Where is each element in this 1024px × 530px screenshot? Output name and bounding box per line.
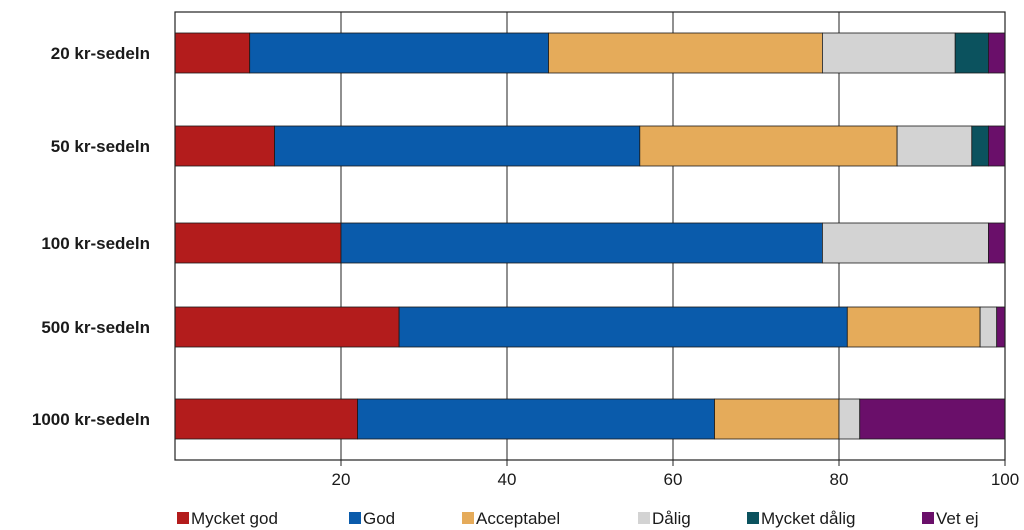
x-tick-label: 20 (332, 470, 351, 489)
category-label: 500 kr-sedeln (41, 318, 150, 337)
category-label: 50 kr-sedeln (51, 137, 150, 156)
bar-group (174, 306, 1006, 348)
plot-frame (174, 11, 1006, 461)
bars-layer (174, 32, 1006, 440)
legend-item: Mycket dålig (747, 509, 855, 528)
legend-swatch (349, 512, 361, 524)
x-tick-label: 80 (830, 470, 849, 489)
bar-group (174, 398, 1006, 440)
bar-segment (979, 306, 998, 348)
bar-segment (714, 398, 840, 440)
x-tick-label: 40 (498, 470, 517, 489)
bar-segment (174, 398, 359, 440)
legend: Mycket god God Acceptabel Dålig Mycket dålig… (177, 509, 979, 528)
bar-segment (988, 222, 1006, 264)
legend-swatch (922, 512, 934, 524)
bar-segment (357, 398, 715, 440)
legend-item: Dålig (638, 509, 691, 528)
legend-label: Mycket god (191, 509, 278, 528)
category-label: 100 kr-sedeln (41, 234, 150, 253)
bar-segment (859, 398, 1006, 440)
bar-group (174, 32, 1006, 74)
bar-segment (398, 306, 848, 348)
legend-label: God (363, 509, 395, 528)
bar-segment (548, 32, 823, 74)
x-tick-label: 60 (664, 470, 683, 489)
category-labels: 20 kr-sedeln 50 kr-sedeln 100 kr-sedeln 500… (32, 44, 150, 429)
legend-swatch (638, 512, 650, 524)
legend-item: God (349, 509, 395, 528)
bar-segment (822, 32, 956, 74)
bar-segment (639, 125, 898, 167)
bar-group (174, 125, 1006, 167)
legend-label: Acceptabel (476, 509, 560, 528)
bar-segment (822, 222, 989, 264)
legend-swatch (177, 512, 189, 524)
legend-item: Mycket god (177, 509, 278, 528)
legend-item: Acceptabel (462, 509, 560, 528)
bar-segment (896, 125, 973, 167)
bar-segment (174, 125, 275, 167)
bar-segment (174, 222, 342, 264)
bar-segment (971, 125, 989, 167)
plot-border (174, 11, 1006, 461)
legend-label: Vet ej (936, 509, 979, 528)
category-label: 20 kr-sedeln (51, 44, 150, 63)
legend-swatch (747, 512, 759, 524)
bar-segment (174, 32, 251, 74)
category-label: 1000 kr-sedeln (32, 410, 150, 429)
bar-segment (996, 306, 1006, 348)
legend-swatch (462, 512, 474, 524)
bar-segment (988, 32, 1006, 74)
bar-segment (274, 125, 641, 167)
bar-segment (954, 32, 989, 74)
bar-segment (340, 222, 823, 264)
bar-segment (846, 306, 981, 348)
legend-label: Dålig (652, 509, 691, 528)
bar-segment (174, 306, 400, 348)
bar-group (174, 222, 1006, 264)
bar-segment (838, 398, 861, 440)
legend-label: Mycket dålig (761, 509, 855, 528)
bar-segment (988, 125, 1006, 167)
x-tick-label: 100 (991, 470, 1019, 489)
x-tick-labels: 20 40 60 80 100 (332, 460, 1019, 489)
legend-item: Vet ej (922, 509, 979, 528)
bar-segment (249, 32, 549, 74)
